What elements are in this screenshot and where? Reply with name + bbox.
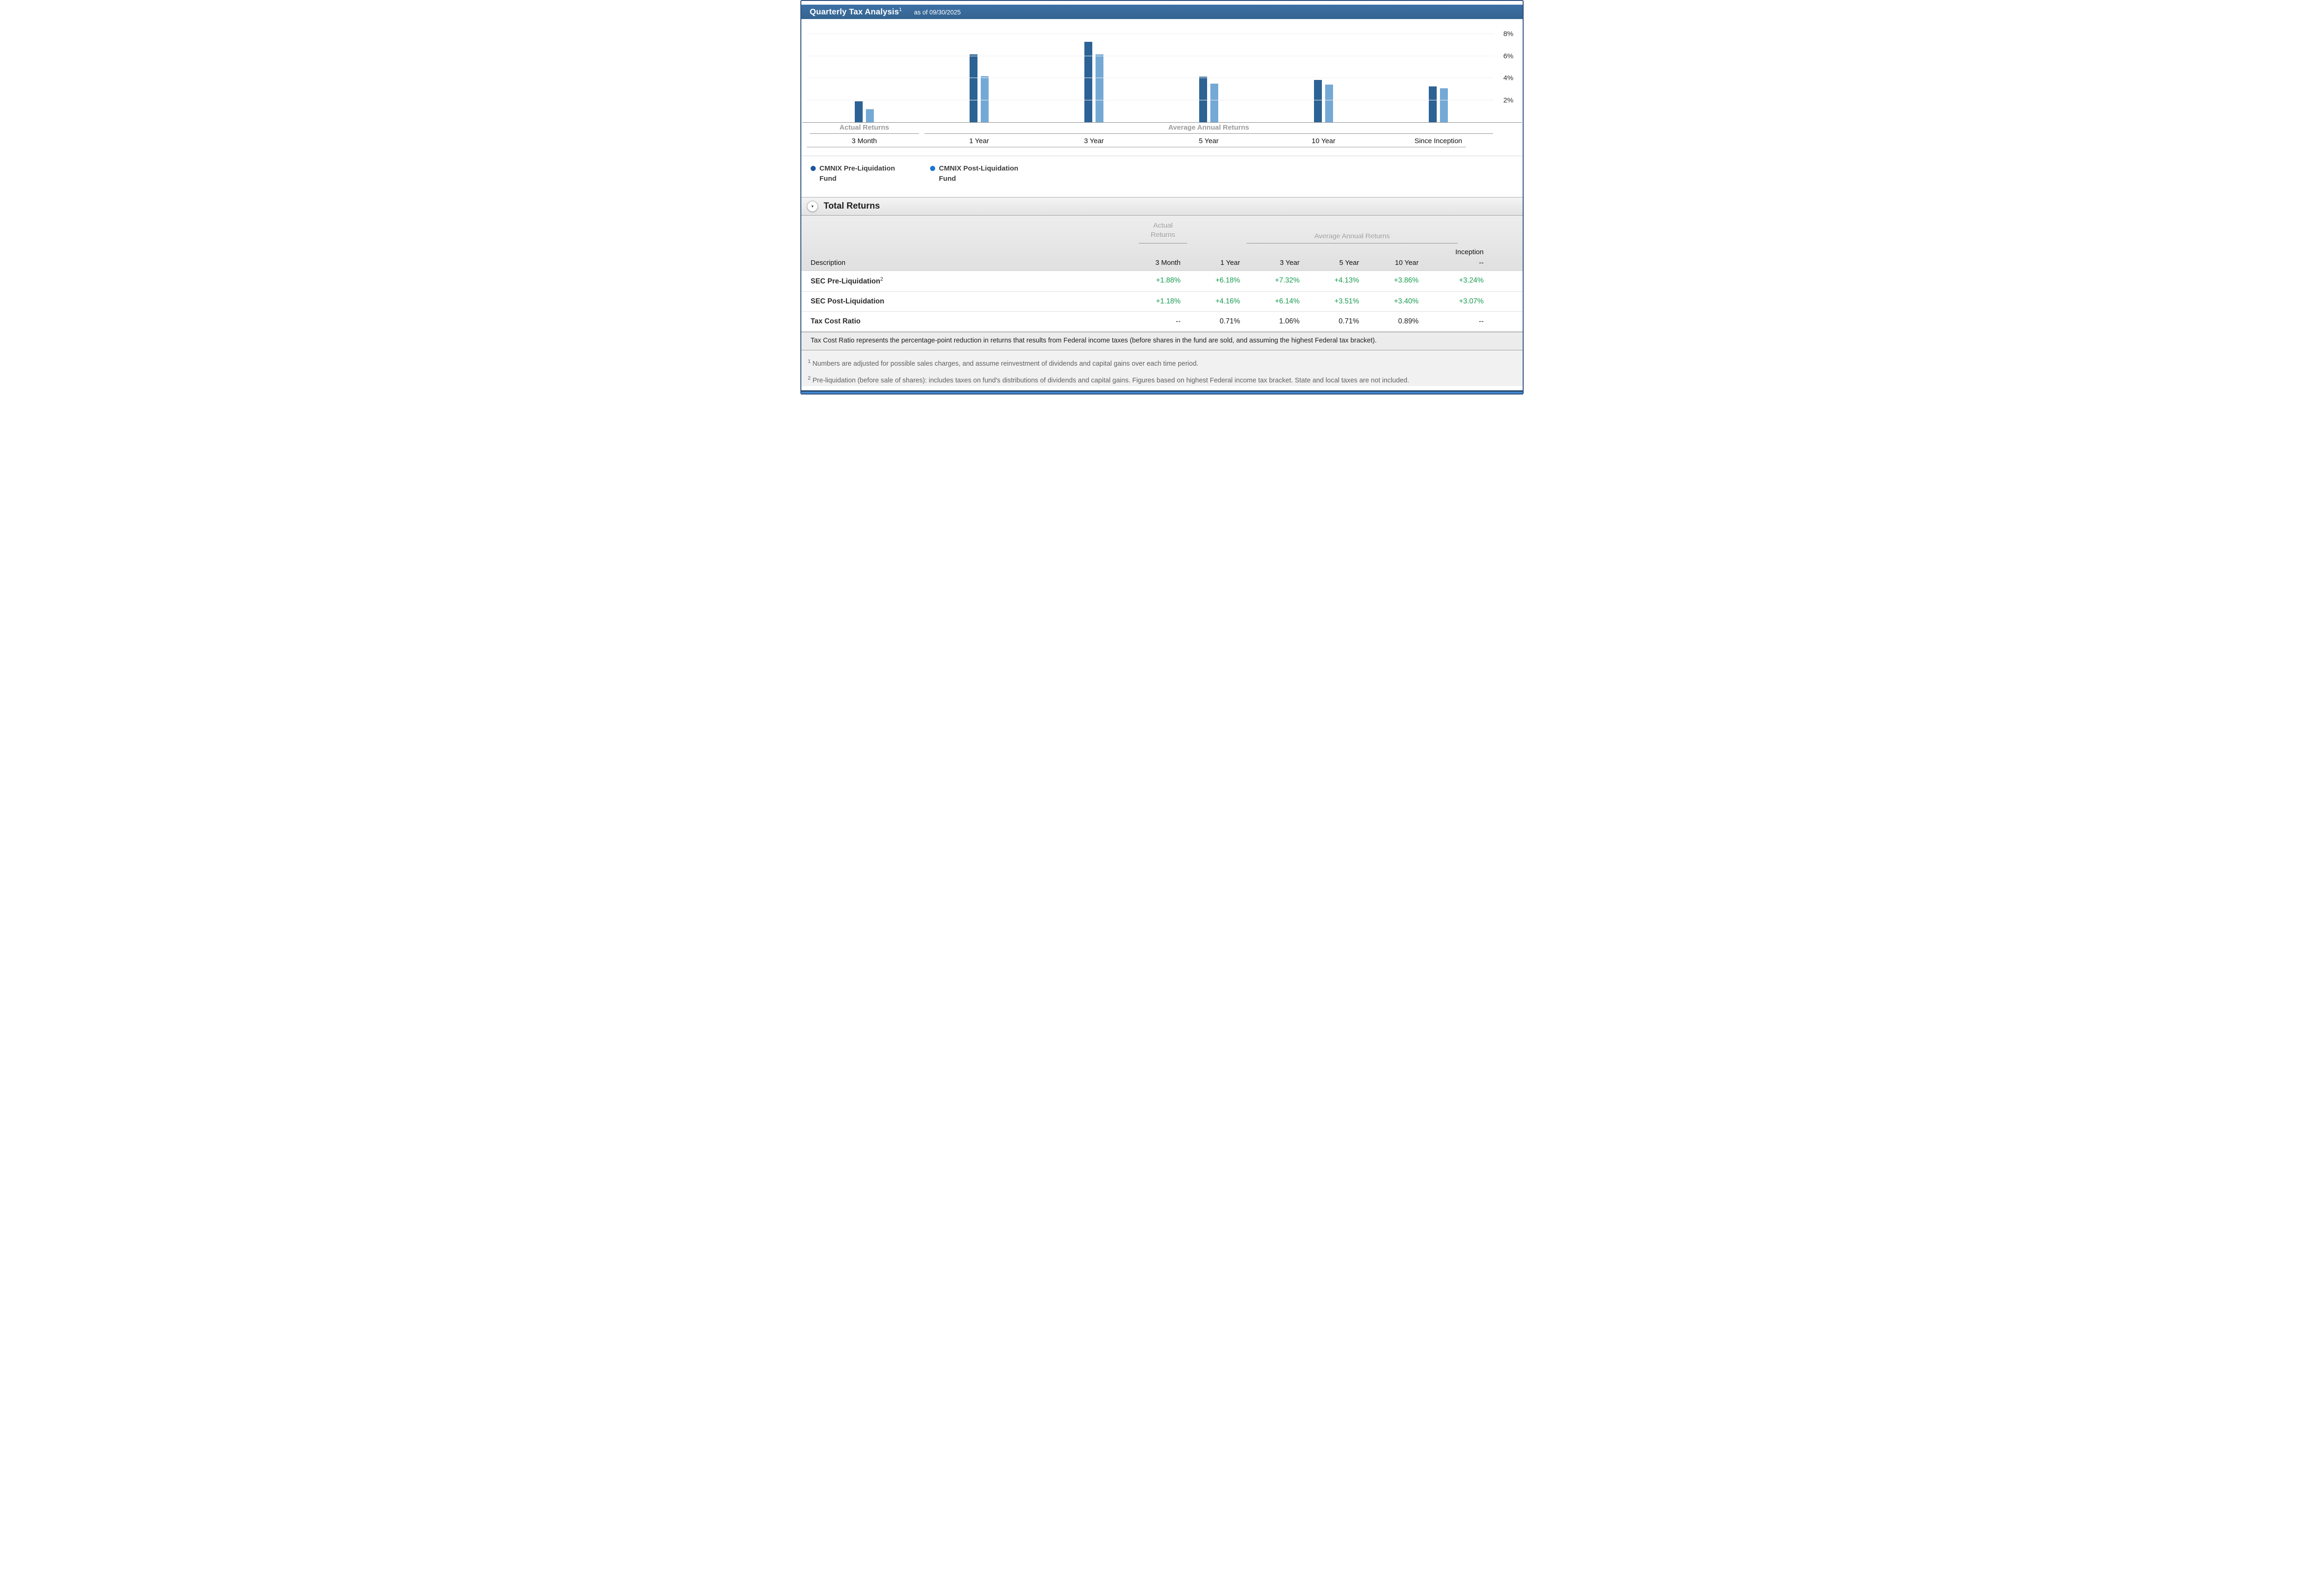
bar-cmnix-pre-liquidation-fund — [970, 54, 977, 122]
legend-label: CMNIX Pre-Liquidation Fund — [819, 164, 895, 183]
category-label-10-year: 10 Year — [1312, 137, 1335, 145]
bar-group-5-year — [1151, 19, 1266, 122]
value-cell: -- — [1479, 317, 1484, 325]
legend-dot-icon — [811, 166, 816, 171]
legend-item: CMNIX Post-Liquidation Fund — [930, 164, 1026, 197]
next-section-bar-edge — [801, 392, 1523, 394]
quarterly-tax-analysis-page: Quarterly Tax Analysis1 as of 09/30/2025… — [800, 0, 1524, 394]
bar-cmnix-post-liquidation-fund — [1440, 88, 1448, 122]
value-cell: +1.18% — [1155, 297, 1181, 305]
y-axis-tick-6pct: 6% — [1503, 52, 1513, 60]
chart-bars-area — [807, 19, 1496, 122]
value-cell: 0.71% — [1220, 317, 1240, 325]
value-cell: +3.07% — [1459, 297, 1484, 305]
bar-cmnix-post-liquidation-fund — [981, 76, 989, 122]
bar-cmnix-post-liquidation-fund — [1210, 83, 1218, 122]
bar-group-3-month — [807, 19, 922, 122]
category-label-since-inception: Since Inception — [1414, 137, 1462, 145]
category-label-1-year: 1 Year — [969, 137, 989, 145]
tax-cost-ratio-note: Tax Cost Ratio represents the percentage… — [801, 332, 1523, 350]
returns-table-body: SEC Pre-Liquidation2 +1.88% +6.18% +7.32% +4… — [801, 270, 1523, 332]
value-cell: +3.51% — [1334, 297, 1359, 305]
chart-legend: CMNIX Pre-Liquidation Fund CMNIX Post-Liq… — [801, 156, 1523, 197]
table-row-sec-post-liquidation: SEC Post-Liquidation +1.18% +4.16% +6.14% +3… — [801, 291, 1523, 312]
title-bar: Quarterly Tax Analysis1 as of 09/30/2025 — [801, 5, 1523, 19]
column-header-inception: Inception — [1455, 248, 1484, 256]
y-axis-tick-4pct: 4% — [1503, 74, 1513, 82]
value-cell: +3.86% — [1393, 276, 1419, 284]
value-cell: +3.24% — [1459, 276, 1484, 284]
column-header-5-year: 5 Year — [1339, 258, 1359, 267]
legend-label: CMNIX Post-Liquidation Fund — [939, 164, 1018, 183]
legend-dot-icon — [930, 166, 935, 171]
chart-section-label-row: Actual Returns Average Annual Returns — [802, 123, 1522, 135]
category-label-5-year: 5 Year — [1199, 137, 1219, 145]
bar-group-1-year — [922, 19, 1037, 122]
row-label: SEC Pre-Liquidation2 — [811, 276, 883, 285]
page-title: Quarterly Tax Analysis1 — [810, 7, 902, 16]
bar-cmnix-post-liquidation-fund — [1325, 85, 1333, 122]
legend-item: CMNIX Pre-Liquidation Fund — [811, 164, 907, 197]
row-label: SEC Post-Liquidation — [811, 297, 885, 305]
value-cell: +3.40% — [1393, 297, 1419, 305]
column-header-10-year: 10 Year — [1395, 258, 1419, 267]
value-cell: 0.71% — [1339, 317, 1359, 325]
value-cell: -- — [1175, 317, 1181, 325]
row-label: Tax Cost Ratio — [811, 317, 861, 325]
bar-cmnix-pre-liquidation-fund — [1314, 79, 1322, 122]
column-header-inception-value: -- — [1479, 258, 1484, 267]
footnote-2: 2 Pre-liquidation (before sale of shares)… — [808, 375, 1409, 385]
table-group-actual-returns: Actual Returns — [1139, 221, 1187, 243]
chart-section-average-annual-returns: Average Annual Returns — [924, 124, 1493, 134]
top-margin-strip — [801, 1, 1523, 5]
as-of-date: as of 09/30/2025 — [914, 9, 961, 16]
value-cell: +7.32% — [1274, 276, 1300, 284]
column-header-description: Description — [811, 258, 846, 267]
table-row-tax-cost-ratio: Tax Cost Ratio -- 0.71% 1.06% 0.71% 0.89% -- — [801, 311, 1523, 332]
value-cell: +6.18% — [1215, 276, 1240, 284]
value-cell: 1.06% — [1279, 317, 1300, 325]
bar-cmnix-pre-liquidation-fund — [855, 101, 863, 122]
returns-table-header: Actual Returns Average Annual Returns In… — [801, 216, 1523, 271]
bar-cmnix-post-liquidation-fund — [866, 109, 874, 122]
bar-group-10-year — [1266, 19, 1381, 122]
category-label-3-month: 3 Month — [852, 137, 877, 145]
bar-group-since-inception — [1381, 19, 1496, 122]
returns-bar-chart: 2% 4% 6% 8% — [802, 19, 1522, 123]
chart-section-actual-returns: Actual Returns — [810, 124, 919, 134]
bar-cmnix-pre-liquidation-fund — [1199, 77, 1207, 122]
y-axis-tick-8pct: 8% — [1503, 30, 1513, 38]
table-group-average-annual-returns: Average Annual Returns — [1247, 232, 1458, 243]
title-footnote-ref: 1 — [899, 7, 902, 13]
bar-group-3-year — [1037, 19, 1151, 122]
table-row-sec-pre-liquidation: SEC Pre-Liquidation2 +1.88% +6.18% +7.32% +4… — [801, 270, 1523, 292]
bar-cmnix-post-liquidation-fund — [1096, 54, 1103, 122]
chart-category-axis: 3 Month 1 Year 3 Year 5 Year 10 Year Since In… — [802, 135, 1522, 147]
value-cell: +4.13% — [1334, 276, 1359, 284]
value-cell: +4.16% — [1215, 297, 1240, 305]
column-header-1-year: 1 Year — [1220, 258, 1240, 267]
collapse-toggle-button[interactable]: ▾ — [807, 201, 818, 212]
footnote-1: 1 Numbers are adjusted for possible sales… — [808, 358, 1199, 368]
column-header-3-year: 3 Year — [1280, 258, 1300, 267]
bar-cmnix-pre-liquidation-fund — [1429, 86, 1437, 122]
column-header-3-month: 3 Month — [1155, 258, 1181, 267]
gridline-8pct — [807, 33, 1494, 34]
value-cell: +6.14% — [1274, 297, 1300, 305]
bar-cmnix-pre-liquidation-fund — [1084, 41, 1092, 122]
value-cell: +1.88% — [1155, 276, 1181, 284]
bottom-dark-rule — [801, 390, 1523, 392]
y-axis-tick-2pct: 2% — [1503, 96, 1513, 105]
value-cell: 0.89% — [1398, 317, 1419, 325]
footnotes-area: 1 Numbers are adjusted for possible sales… — [801, 350, 1523, 386]
total-returns-section-header: ▾ Total Returns — [801, 197, 1523, 216]
category-label-3-year: 3 Year — [1084, 137, 1104, 145]
page-bottom-strips — [801, 390, 1523, 394]
section-title: Total Returns — [824, 201, 880, 211]
